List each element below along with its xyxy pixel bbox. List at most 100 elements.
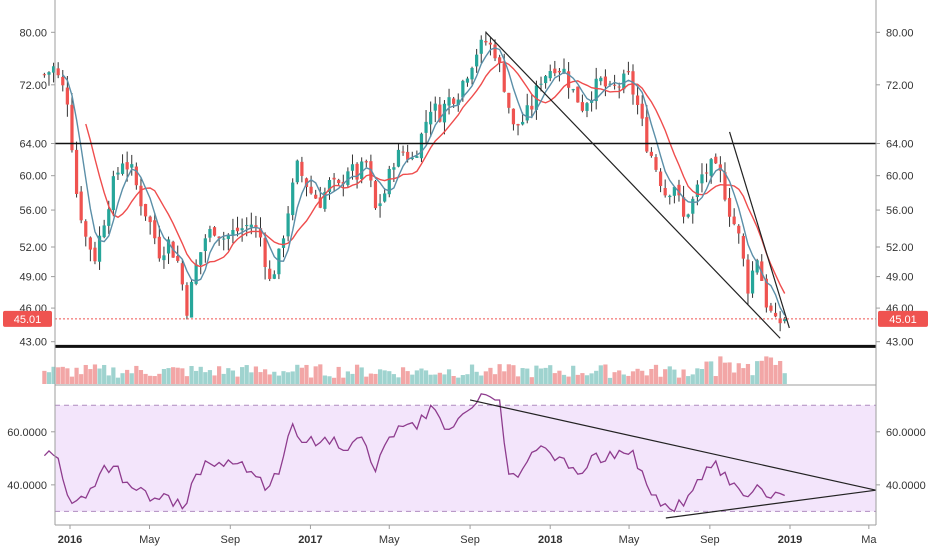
volume-bar	[469, 364, 475, 384]
volume-bar	[552, 373, 557, 384]
candle-body	[635, 95, 640, 105]
volume-bar	[672, 369, 677, 384]
candle-body	[704, 172, 709, 174]
candle-body	[249, 224, 253, 228]
volume-bar	[46, 372, 52, 384]
volume-bar	[69, 376, 75, 384]
volume-bar	[617, 370, 622, 384]
candle-body	[111, 176, 115, 211]
candle-body	[654, 157, 658, 170]
price-tick-label-right: 64.00	[886, 139, 914, 151]
candle-body	[571, 89, 575, 91]
moving-average-fast	[62, 47, 786, 316]
candle-body	[741, 235, 745, 259]
last-price-label: 45.01	[14, 314, 42, 326]
volume-bar	[318, 364, 323, 384]
candle-body	[778, 318, 782, 324]
candle-body	[300, 161, 304, 176]
last-price-tag-left: 45.01	[3, 310, 52, 327]
candle-body	[548, 71, 552, 79]
candle-body	[580, 102, 585, 111]
volume-bar	[474, 371, 479, 384]
volume-bar	[258, 372, 263, 384]
axes	[51, 0, 880, 529]
volume-bar	[525, 368, 530, 384]
candle-body	[429, 111, 433, 125]
volume-bar	[65, 368, 70, 384]
candle-body	[350, 164, 355, 171]
candle-body	[498, 57, 502, 63]
volume-bar	[543, 367, 548, 384]
volume-bar	[575, 374, 580, 384]
volume-bar	[727, 362, 732, 384]
volume-bar	[419, 368, 424, 384]
volume-bar	[56, 367, 61, 384]
price-tick-label-right: 52.00	[886, 242, 914, 254]
candle-body	[645, 117, 649, 152]
x-tick-label: Sep	[460, 534, 480, 546]
candle-body	[732, 216, 736, 225]
candle-body	[56, 68, 60, 76]
candle-body	[502, 63, 506, 92]
candle-body	[539, 83, 543, 85]
price-tick-label-left: 49.00	[19, 272, 47, 284]
candle-body	[116, 172, 120, 175]
candle-body	[594, 78, 598, 102]
candle-body	[461, 80, 465, 98]
candle-body	[378, 203, 382, 207]
candle-body	[281, 238, 286, 248]
rsi-band-fill	[55, 405, 876, 512]
candle-body	[470, 67, 474, 80]
volume-bar	[138, 370, 144, 384]
candle-body	[396, 149, 401, 167]
volume-bar	[571, 365, 576, 384]
candle-body	[401, 151, 405, 153]
price-tick-label-right: 49.00	[886, 272, 914, 284]
candle-body	[304, 178, 309, 188]
candle-body	[355, 163, 359, 180]
volume-bar	[658, 376, 663, 384]
candle-body	[672, 187, 676, 196]
x-tick-label: Ma	[861, 534, 877, 546]
price-tick-label-right: 72.00	[886, 80, 914, 92]
candle-body	[153, 220, 157, 239]
volume-bar	[653, 364, 659, 384]
volume-bar	[718, 356, 723, 384]
volume-bar	[428, 374, 433, 384]
volume-bar	[290, 371, 295, 384]
volume-bar	[106, 375, 111, 384]
candle-body	[516, 124, 520, 126]
last-price-label: 45.01	[889, 314, 917, 326]
candle-body	[226, 234, 230, 239]
volume-bar	[566, 376, 571, 384]
volume-bar	[322, 375, 327, 384]
volume-bar	[226, 368, 231, 384]
candle-body	[406, 151, 410, 160]
volume-bar	[161, 369, 167, 384]
volume-bar	[598, 365, 603, 384]
rsi-tick-label-right: 60.0000	[886, 427, 926, 439]
volume-bar	[644, 375, 649, 384]
volume-bar	[709, 361, 714, 384]
candle-body	[530, 105, 534, 110]
volume-bar	[60, 366, 65, 384]
candle-body	[419, 133, 424, 159]
candle-body	[125, 162, 129, 170]
volume-bar	[456, 377, 461, 384]
candle-body	[507, 92, 511, 108]
candle-body	[107, 209, 111, 226]
volume-bar	[313, 366, 318, 384]
volume-bar	[276, 375, 282, 384]
candle-body	[217, 236, 221, 239]
volume-bar	[350, 373, 355, 384]
volume-bar	[410, 374, 415, 384]
volume-bar	[538, 368, 544, 384]
volume-bar	[594, 370, 599, 384]
volume-bar	[442, 374, 447, 384]
volume-bar	[520, 368, 525, 384]
candle-body	[162, 255, 166, 261]
volume-bar	[364, 376, 369, 384]
volume-bar	[148, 375, 153, 384]
volume-bar	[534, 365, 539, 384]
x-tick-label: May	[139, 534, 160, 546]
